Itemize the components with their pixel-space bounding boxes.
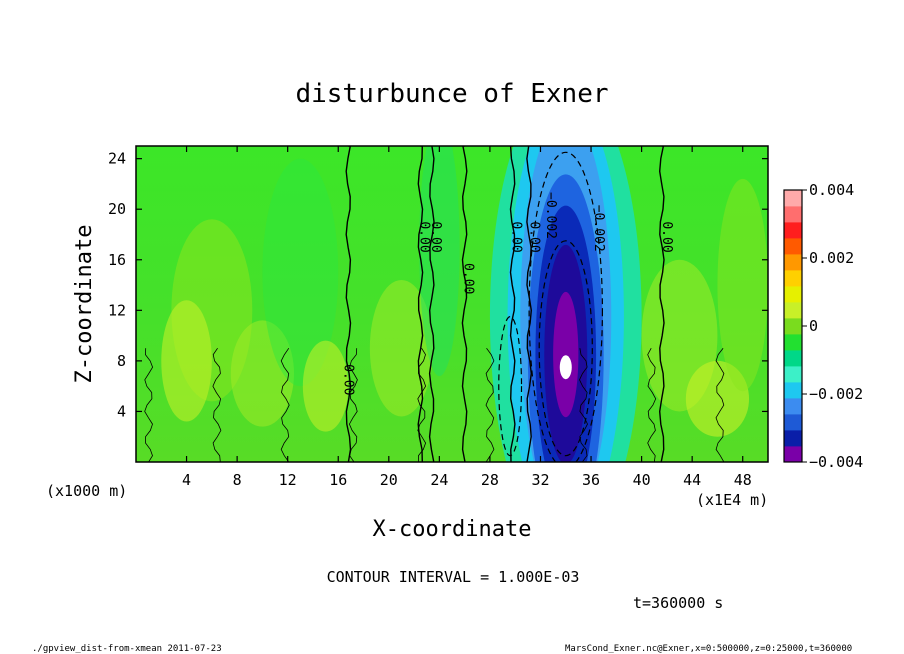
x-tick-label: 20 (380, 471, 398, 489)
colorbar-swatch (784, 430, 802, 447)
x-tick-label: 40 (633, 471, 651, 489)
contour-label: −0.002 (543, 192, 558, 239)
contour-line-negative (528, 151, 604, 462)
plot-area (136, 146, 768, 462)
footer-left: ./gpview_dist-from-xmean 2011-07-23 (32, 644, 222, 654)
z-tick-label: 12 (108, 301, 126, 319)
contour-line-small (212, 347, 222, 462)
colorbar-swatch (784, 334, 802, 351)
contour-label: 0.00 (659, 221, 674, 252)
time-label: t=360000 s (633, 594, 723, 612)
x-tick-label: 28 (481, 471, 499, 489)
contour-label: 0.00 (416, 221, 431, 252)
contour-line-small (579, 348, 588, 462)
colorbar-swatch (784, 190, 802, 207)
z-axis: 4 8 12 16 20 24 (108, 150, 768, 420)
contour-label: 0.00 (428, 221, 443, 252)
contour-label: 0.00 (509, 221, 524, 252)
colorbar-swatch (784, 366, 802, 383)
contour-line-small (144, 348, 154, 462)
colorbar-tick-label: 0.004 (809, 181, 854, 199)
colorbar-swatch (784, 222, 802, 239)
colorbar-swatch (784, 270, 802, 287)
contour-line-negative (538, 240, 593, 457)
colorbar-swatch (784, 206, 802, 223)
contour-line-small (417, 347, 427, 462)
field-plume (302, 340, 349, 432)
contour-interval: CONTOUR INTERVAL = 1.000E-03 (327, 568, 580, 586)
contour-line-small (485, 347, 495, 462)
x-axis-label: X-coordinate (373, 517, 532, 542)
z-tick-label: 16 (108, 251, 126, 269)
contour-line-zero (509, 146, 516, 462)
contour-label: 0.00 (461, 263, 476, 294)
contour-line-zero (461, 146, 468, 462)
z-axis-label: Z-coordinate (72, 225, 97, 384)
contour-labels: 0.000.000.000.000.00 0.00 −0.002 −0.002 0.00 (341, 192, 674, 395)
contour-label: −0.002 (591, 205, 606, 252)
field-plume (717, 178, 768, 392)
footer-right: MarsCond_Exner.nc@Exner,x=0:500000,z=0:2… (565, 644, 852, 654)
field-anomaly (553, 291, 579, 418)
z-units-label: (x1000 m) (46, 482, 127, 500)
colorbar-tick-label: 0.002 (809, 249, 854, 267)
contour-line-zero (428, 146, 435, 462)
z-tick-label: 8 (117, 352, 126, 370)
contour-line-small (348, 348, 358, 462)
colorbar-swatch (784, 414, 802, 431)
x-tick-label: 36 (582, 471, 600, 489)
colorbar-swatch (784, 302, 802, 319)
z-tick-label: 4 (117, 402, 126, 420)
contour-line-small (280, 347, 290, 462)
x-tick-label: 8 (233, 471, 242, 489)
z-tick-label: 20 (108, 200, 126, 218)
colorbar-tick-label: 0 (809, 317, 818, 335)
colorbar-swatch (784, 446, 802, 463)
colorbar: 0.004 0.002 0 −0.002 −0.004 (783, 181, 863, 471)
contour-line-small (647, 348, 657, 462)
colorbar-swatch (784, 382, 802, 399)
x-tick-label: 48 (734, 471, 752, 489)
contour-line-zero (417, 146, 424, 462)
field-plume (161, 300, 212, 422)
x-tick-label: 44 (683, 471, 701, 489)
field-minimum (559, 355, 572, 380)
plot-frame (135, 145, 769, 463)
colorbar-swatch (784, 350, 802, 367)
contour-line-negative (498, 316, 523, 457)
x-axis: 4 8 12 16 20 24 28 32 36 40 44 48 (182, 146, 752, 489)
x-tick-label: 32 (531, 471, 549, 489)
colorbar-tick-label: −0.002 (809, 385, 863, 403)
contour-line-zero (658, 146, 665, 462)
x-tick-label: 24 (430, 471, 448, 489)
colorbar-swatch (784, 254, 802, 271)
x-tick-label: 16 (329, 471, 347, 489)
colorbar-swatch (784, 286, 802, 303)
colorbar-swatch (784, 238, 802, 255)
field-plume (419, 146, 460, 377)
colorbar-swatch (784, 398, 802, 415)
colorbar-swatch (784, 318, 802, 335)
field-plume (369, 279, 434, 417)
contour-line-zero (526, 146, 533, 462)
contour-label: 0.00 (341, 364, 356, 395)
field-plume (262, 158, 339, 387)
contour-line-zero (345, 146, 352, 462)
x-units-label: (x1E4 m) (696, 491, 768, 509)
x-tick-label: 4 (182, 471, 191, 489)
z-tick-label: 24 (108, 150, 126, 168)
x-tick-label: 12 (279, 471, 297, 489)
chart-title: disturbunce of Exner (295, 79, 608, 109)
colorbar-tick-label: −0.004 (809, 453, 863, 471)
contour-label: 0.00 (526, 221, 541, 252)
contour-line-small (715, 347, 725, 462)
field-plume (230, 320, 294, 427)
